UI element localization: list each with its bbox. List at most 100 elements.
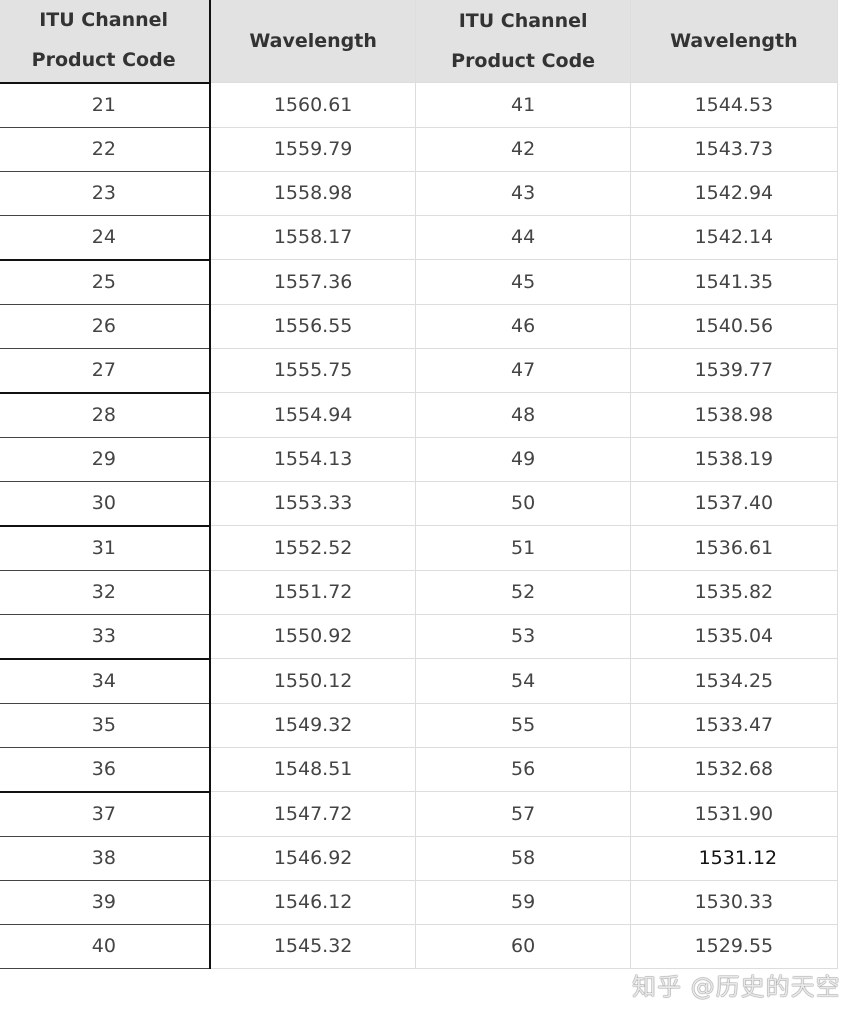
wavelength-cell: 1552.52	[209, 525, 417, 571]
wavelength-cell: 1549.32	[209, 702, 417, 748]
channel-code-cell: 53	[415, 613, 631, 659]
channel-code-cell: 49	[415, 436, 631, 482]
table-row: 21 1560.61 41 1544.53	[0, 82, 839, 128]
channel-code-cell: 29	[0, 436, 211, 482]
table-row: 25 1557.36 45 1541.35	[0, 259, 839, 305]
channel-code-cell: 34	[0, 658, 211, 704]
wavelength-cell: 1546.92	[209, 835, 417, 881]
channel-code-cell: 42	[415, 126, 631, 172]
table-row: 38 1546.92 58 1531.12	[0, 835, 839, 881]
channel-code-cell: 36	[0, 746, 211, 793]
channel-code-cell: 31	[0, 525, 211, 571]
wavelength-cell: 1554.94	[209, 392, 417, 438]
channel-code-cell: 21	[0, 82, 211, 128]
channel-code-cell: 37	[0, 791, 211, 837]
wavelength-cell: 1541.35	[629, 259, 839, 305]
wavelength-cell: 1544.53	[629, 82, 839, 128]
table-row: 24 1558.17 44 1542.14	[0, 214, 839, 261]
wavelength-cell: 1534.25	[629, 658, 839, 704]
table-body: 21 1560.61 41 1544.53 22 1559.79 42 1543.73 23 15…	[0, 82, 839, 969]
wavelength-cell: 1558.17	[209, 214, 417, 260]
channel-code-cell: 25	[0, 259, 211, 305]
table-row: 26 1556.55 46 1540.56	[0, 303, 839, 349]
table-row: 30 1553.33 50 1537.40	[0, 480, 839, 527]
wavelength-cell: 1554.13	[209, 436, 417, 482]
channel-code-cell: 32	[0, 569, 211, 615]
table-row: 23 1558.98 43 1542.94	[0, 170, 839, 216]
channel-code-cell: 52	[415, 569, 631, 615]
header-wavelength-2: Wavelength	[629, 0, 839, 83]
table-row: 28 1554.94 48 1538.98	[0, 392, 839, 438]
wavelength-cell: 1555.75	[209, 347, 417, 393]
table-row: 33 1550.92 53 1535.04	[0, 613, 839, 660]
wavelength-cell: 1542.94	[629, 170, 839, 216]
table-row: 40 1545.32 60 1529.55	[0, 923, 839, 969]
wavelength-cell: 1547.72	[209, 791, 417, 837]
channel-code-cell: 27	[0, 347, 211, 394]
header-channel-code-2: ITU Channel Product Code	[415, 0, 631, 83]
wavelength-cell: 1546.12	[209, 879, 417, 925]
channel-code-cell: 56	[415, 746, 631, 792]
header-label: ITU Channel Product Code	[31, 9, 176, 71]
wavelength-cell: 1530.33	[629, 879, 839, 925]
channel-code-cell: 28	[0, 392, 211, 438]
channel-code-cell: 43	[415, 170, 631, 216]
wavelength-cell: 1533.47	[629, 702, 839, 748]
table-row: 36 1548.51 56 1532.68	[0, 746, 839, 793]
channel-code-cell: 47	[415, 347, 631, 393]
wavelength-cell: 1529.55	[629, 923, 839, 969]
wavelength-cell: 1559.79	[209, 126, 417, 172]
channel-code-cell: 22	[0, 126, 211, 172]
table-row: 32 1551.72 52 1535.82	[0, 569, 839, 615]
wavelength-cell: 1553.33	[209, 480, 417, 526]
wavelength-cell: 1531.12	[629, 835, 839, 881]
channel-code-cell: 55	[415, 702, 631, 748]
channel-code-cell: 41	[415, 82, 631, 128]
wavelength-cell: 1560.61	[209, 82, 417, 128]
channel-code-cell: 44	[415, 214, 631, 260]
wavelength-cell: 1537.40	[629, 480, 839, 526]
itu-channel-table: ITU Channel Product Code Wavelength ITU …	[0, 0, 839, 969]
channel-code-cell: 48	[415, 392, 631, 438]
header-row: ITU Channel Product Code Wavelength ITU …	[0, 0, 839, 84]
wavelength-cell: 1542.14	[629, 214, 839, 260]
header-label: ITU Channel Product Code	[451, 9, 596, 72]
wavelength-cell: 1548.51	[209, 746, 417, 792]
wavelength-cell: 1543.73	[629, 126, 839, 172]
channel-code-cell: 50	[415, 480, 631, 526]
channel-code-cell: 39	[0, 879, 211, 925]
channel-code-cell: 51	[415, 525, 631, 571]
wavelength-cell: 1539.77	[629, 347, 839, 393]
channel-code-cell: 26	[0, 303, 211, 349]
wavelength-cell: 1556.55	[209, 303, 417, 349]
wavelength-cell: 1535.82	[629, 569, 839, 615]
channel-code-cell: 35	[0, 702, 211, 748]
table-row: 31 1552.52 51 1536.61	[0, 525, 839, 571]
wavelength-cell: 1557.36	[209, 259, 417, 305]
wavelength-cell: 1558.98	[209, 170, 417, 216]
wavelength-cell: 1538.98	[629, 392, 839, 438]
table-row: 35 1549.32 55 1533.47	[0, 702, 839, 748]
wavelength-cell: 1536.61	[629, 525, 839, 571]
header-wavelength-1: Wavelength	[209, 0, 417, 83]
channel-code-cell: 57	[415, 791, 631, 837]
channel-code-cell: 54	[415, 658, 631, 704]
table-row: 22 1559.79 42 1543.73	[0, 126, 839, 172]
table-row: 27 1555.75 47 1539.77	[0, 347, 839, 394]
channel-code-cell: 33	[0, 613, 211, 660]
wavelength-cell: 1550.12	[209, 658, 417, 704]
wavelength-cell: 1550.92	[209, 613, 417, 659]
table-row: 29 1554.13 49 1538.19	[0, 436, 839, 482]
wavelength-cell: 1531.90	[629, 791, 839, 837]
channel-code-cell: 40	[0, 923, 211, 969]
header-channel-code-1: ITU Channel Product Code	[0, 0, 211, 84]
wavelength-cell: 1545.32	[209, 923, 417, 969]
wavelength-cell: 1540.56	[629, 303, 839, 349]
channel-code-cell: 58	[415, 835, 631, 881]
channel-code-cell: 30	[0, 480, 211, 527]
watermark: 知乎 @历史的天空	[632, 973, 841, 1001]
channel-code-cell: 59	[415, 879, 631, 925]
table-row: 34 1550.12 54 1534.25	[0, 658, 839, 704]
channel-code-cell: 45	[415, 259, 631, 305]
table-row: 37 1547.72 57 1531.90	[0, 791, 839, 837]
